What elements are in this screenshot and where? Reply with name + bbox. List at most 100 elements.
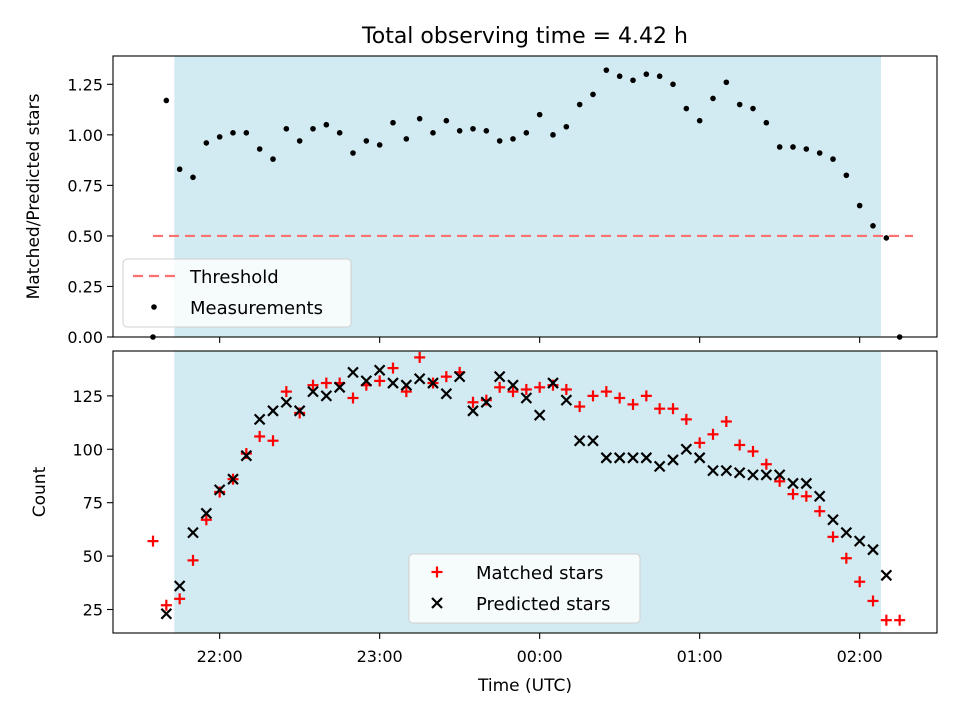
ratio-y-axis-label: Matched/Predicted stars — [24, 93, 44, 299]
predicted-star-point — [480, 396, 493, 409]
matched-star-point — [174, 593, 186, 605]
legend-threshold-label: Threshold — [189, 267, 279, 288]
matched-star-point — [254, 430, 266, 442]
predicted-star-point — [573, 434, 586, 447]
predicted-star-point — [733, 466, 746, 479]
matched-star-point — [534, 381, 546, 393]
matched-star-point — [707, 428, 719, 440]
predicted-star-point — [880, 569, 893, 582]
predicted-star-point — [387, 377, 399, 389]
predicted-star-point — [213, 484, 226, 496]
matched-star-point — [520, 383, 532, 395]
predicted-star-point — [227, 473, 239, 485]
measurement-point — [656, 73, 663, 80]
measurement-point — [283, 125, 290, 132]
predicted-star-point — [693, 452, 706, 464]
matched-star-point — [854, 576, 866, 588]
matched-star-point — [827, 531, 839, 543]
measurement-point — [763, 119, 770, 126]
count-x-tick-label: 22:00 — [197, 647, 243, 666]
predicted-star-point — [533, 409, 546, 421]
predicted-star-point — [627, 452, 639, 464]
predicted-star-point — [373, 364, 386, 377]
measurement-point — [523, 130, 530, 136]
measurement-point — [350, 150, 356, 156]
predicted-star-point — [653, 460, 666, 473]
matched-star-point — [747, 445, 759, 457]
measurement-point — [296, 138, 303, 144]
predicted-star-point — [400, 379, 413, 391]
measurement-point — [230, 130, 236, 136]
measurement-point — [643, 71, 650, 77]
predicted-star-point — [507, 379, 519, 391]
measurement-point — [483, 127, 490, 134]
ratio-axes: 0.00 0.25 0.50 0.75 1.00 1.25 — [67, 75, 861, 347]
measurement-point — [683, 105, 690, 112]
count-y-tick-label: 100 — [72, 440, 103, 459]
matched-star-point — [494, 381, 506, 393]
matched-star-point — [654, 403, 666, 415]
predicted-star-point — [280, 396, 293, 409]
matched-star-point — [587, 390, 599, 402]
measurement-point — [723, 79, 730, 86]
measurement-point — [710, 95, 716, 102]
predicted-star-point — [827, 513, 839, 526]
count-x-tick-label: 02:00 — [837, 647, 883, 666]
measurement-point — [843, 172, 850, 179]
matched-star-point — [880, 614, 892, 626]
measurement-point — [363, 138, 370, 144]
measurement-point — [563, 123, 570, 130]
matched-star-point — [347, 392, 359, 404]
predicted-star-point — [453, 370, 466, 383]
ratio-y-tick-label: 0.00 — [67, 328, 103, 347]
measurement-point — [670, 81, 676, 88]
measurement-point — [310, 125, 316, 132]
predicted-star-point — [747, 469, 759, 481]
matched-star-point — [694, 437, 706, 449]
predicted-star-point — [347, 366, 359, 379]
predicted-star-point — [360, 375, 373, 387]
measurement-point — [430, 130, 436, 136]
measurement-point — [163, 97, 170, 104]
predicted-star-point — [293, 405, 306, 417]
predicted-star-point — [613, 452, 626, 464]
predicted-star-point — [200, 507, 213, 520]
predicted-star-point — [413, 372, 426, 385]
legend-matched-label: Matched stars — [476, 563, 603, 584]
measurement-point — [576, 101, 583, 108]
measurement-point — [883, 235, 890, 241]
measurement-point — [390, 119, 396, 126]
legend-measurements-label: Measurements — [190, 298, 323, 319]
x-axis-label: Time (UTC) — [477, 676, 572, 696]
matched-star-point — [147, 535, 159, 547]
legend-matched-marker — [431, 566, 443, 578]
measurement-point — [550, 132, 556, 138]
measurement-point — [336, 130, 343, 136]
measurement-point — [256, 146, 263, 152]
ratio-y-tick-label: 0.25 — [67, 277, 103, 296]
measurement-point — [376, 142, 383, 148]
matched-star-point — [680, 413, 692, 425]
count-x-tick-label: 00:00 — [517, 647, 563, 666]
ratio-y-tick-label: 0.50 — [67, 227, 103, 246]
count-axes: 25 50 75 100 125 22:00 23:00 00:00 01:00 02:00 — [72, 387, 882, 666]
measurement-point — [616, 73, 623, 80]
predicted-star-point — [467, 405, 479, 417]
legend-predicted-marker — [431, 597, 443, 609]
matched-star-point — [734, 439, 746, 451]
measurement-point — [870, 223, 876, 229]
measurement-point — [190, 174, 196, 181]
measurement-point — [590, 91, 596, 98]
predicted-star-point — [240, 449, 253, 462]
matched-star-point — [414, 351, 426, 363]
matched-star-point — [787, 488, 799, 500]
count-x-tick-label: 23:00 — [357, 647, 403, 666]
predicted-star-point — [840, 526, 853, 539]
predicted-star-point — [813, 490, 826, 503]
matched-star-point — [200, 514, 212, 526]
matched-star-point — [187, 554, 199, 566]
count-y-axis-label: Count — [30, 466, 50, 517]
measurement-point — [470, 125, 476, 132]
count-points — [147, 351, 906, 626]
